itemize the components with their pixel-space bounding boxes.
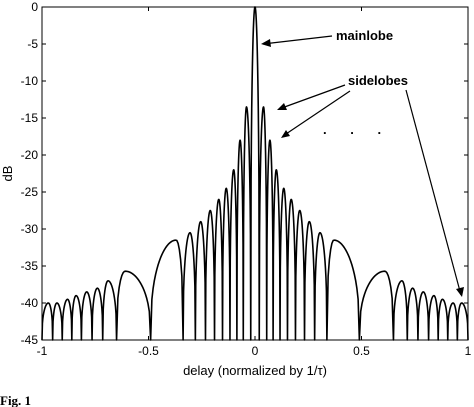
x-tick-label: 0 <box>252 344 259 358</box>
x-tick-label: 0.5 <box>353 344 370 358</box>
series-line <box>41 6 469 341</box>
y-axis-ticks: 0 -5 -10 -15 -20 -25 -30 -35 -40 -45 <box>21 0 468 347</box>
x-tick-label: -0.5 <box>138 344 159 358</box>
plot-frame <box>41 6 469 341</box>
y-tick-label: -15 <box>21 111 39 125</box>
mainlobe-annotation: mainlobe <box>261 28 393 47</box>
x-axis-ticks: -1 -0.5 0 0.5 1 <box>37 7 472 358</box>
mainlobe-arrow <box>262 35 333 45</box>
y-tick-label: -20 <box>21 148 39 162</box>
x-tick-label: 1 <box>465 344 472 358</box>
y-tick-label: 0 <box>31 0 38 14</box>
sidelobe-arrowhead-3 <box>456 287 464 297</box>
y-tick-label: -25 <box>21 185 39 199</box>
mainlobe-label: mainlobe <box>336 28 393 43</box>
y-tick-label: -10 <box>21 74 39 88</box>
y-tick-label: -30 <box>21 222 39 236</box>
sidelobe-arrow-2 <box>282 90 351 137</box>
figure-caption: Fig. 1 <box>0 393 31 407</box>
x-axis-label: delay (normalized by 1/τ) <box>183 363 327 378</box>
mainlobe-arrowhead <box>261 39 271 47</box>
sidelobe-arrowhead-2 <box>281 130 290 138</box>
x-tick-label: -1 <box>37 344 48 358</box>
sidelobe-arrow-3 <box>405 89 462 296</box>
sidelobes-label: sidelobes <box>348 73 408 88</box>
ellipsis: . . . <box>323 122 391 137</box>
sidelobe-arrow-1 <box>278 84 346 110</box>
y-axis-label: dB <box>0 166 15 182</box>
sidelobe-arrowhead-1 <box>277 103 287 110</box>
y-tick-label: -35 <box>21 259 39 273</box>
sidelobes-annotation: sidelobes . . . <box>277 73 464 297</box>
y-tick-label: -45 <box>21 333 39 347</box>
y-tick-label: -5 <box>27 37 38 51</box>
y-tick-label: -40 <box>21 296 39 310</box>
